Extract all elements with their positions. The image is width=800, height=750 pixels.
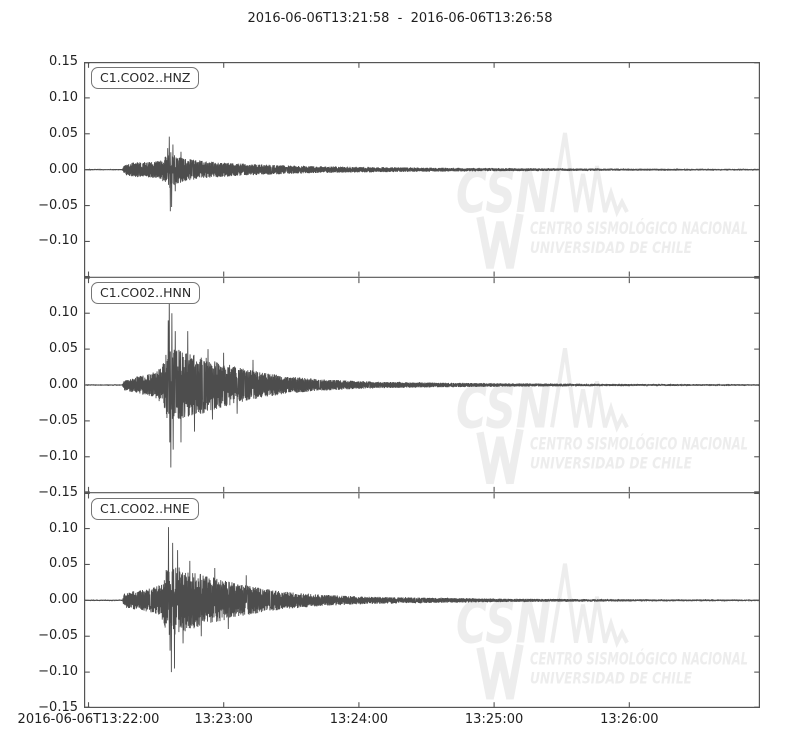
x-tick-label: 13:25:00 xyxy=(464,712,524,727)
y-tick-label: −0.05 xyxy=(38,197,78,213)
watermark-seismic-zigzag-icon xyxy=(550,563,629,648)
y-tick-label: 0.10 xyxy=(49,305,78,321)
y-tick-label: −0.05 xyxy=(38,412,78,428)
watermark-subtitle-line1: CENTRO SISMOLÓGICO NACIONAL xyxy=(530,650,748,669)
waveform-trace-hne xyxy=(84,527,760,673)
x-tick-label: 13:23:00 xyxy=(194,712,253,727)
watermark-subtitle-line2: UNIVERSIDAD DE CHILE xyxy=(530,238,692,257)
watermark-seismic-zigzag-icon xyxy=(550,348,629,433)
watermark-w-zigzag-icon xyxy=(476,643,524,700)
watermark-seismic-zigzag-icon xyxy=(550,132,629,218)
figure-title: 2016-06-06T13:21:58 - 2016-06-06T13:26:5… xyxy=(247,11,553,26)
watermark-subtitle-line1: CENTRO SISMOLÓGICO NACIONAL xyxy=(530,219,748,238)
watermark-subtitle-line2: UNIVERSIDAD DE CHILE xyxy=(530,669,692,688)
y-tick-label: 0.00 xyxy=(49,161,78,177)
axes-frame xyxy=(84,62,760,708)
watermark-csn-text: CSN xyxy=(456,158,551,226)
y-tick-label: 0.10 xyxy=(49,520,78,536)
y-tick-label: 0.10 xyxy=(49,89,78,105)
tick-marks xyxy=(84,492,760,708)
x-tick-label: 13:24:00 xyxy=(329,712,389,727)
y-tick-label: −0.15 xyxy=(38,700,78,715)
y-tick-label: −0.10 xyxy=(38,664,78,680)
y-tick-label: −0.10 xyxy=(38,233,78,249)
y-tick-label: 0.00 xyxy=(49,377,78,392)
watermark-subtitle-line1: CENTRO SISMOLÓGICO NACIONAL xyxy=(530,434,748,453)
x-tick-label: 13:26:00 xyxy=(600,712,659,727)
y-tick-label: 0.05 xyxy=(49,556,78,572)
watermark-subtitle-line2: UNIVERSIDAD DE CHILE xyxy=(530,453,692,472)
y-tick-label: 0.00 xyxy=(49,592,78,608)
y-tick-label: 0.05 xyxy=(49,341,78,357)
y-tick-label: 0.05 xyxy=(49,125,78,141)
y-tick-label: −0.10 xyxy=(38,448,78,464)
y-tick-label: −0.05 xyxy=(38,628,78,644)
watermark-w-zigzag-icon xyxy=(476,428,524,485)
y-tick-label: −0.15 xyxy=(38,484,78,500)
trace-label-hnn: C1.CO02..HNN xyxy=(91,282,201,305)
trace-label-hnz: C1.CO02..HNZ xyxy=(91,67,200,89)
waveform-trace-hnn xyxy=(84,295,760,468)
watermark-w-zigzag-icon xyxy=(476,213,524,269)
waveform-trace-hnz xyxy=(84,136,760,212)
y-tick-label: 0.15 xyxy=(49,54,78,69)
trace-label-hne: C1.CO02..HNE xyxy=(91,497,199,520)
x-tick-label: 2016-06-06T13:22:00 xyxy=(17,712,160,727)
tick-marks xyxy=(84,277,760,493)
